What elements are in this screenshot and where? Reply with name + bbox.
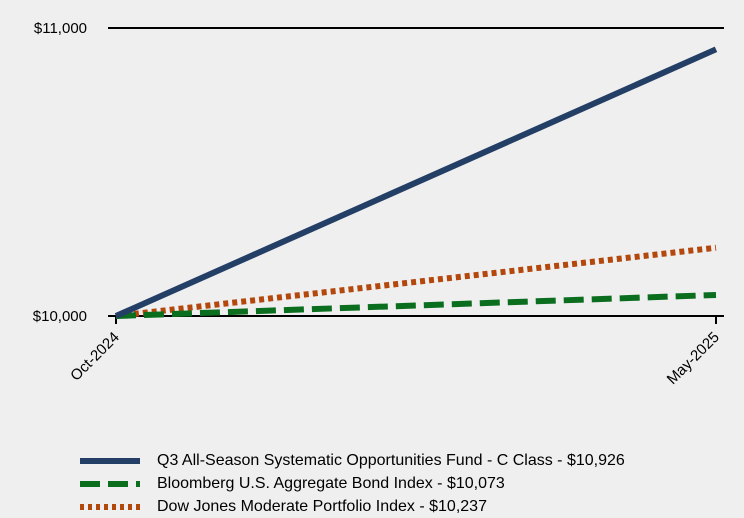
legend-item-bond-index: Bloomberg U.S. Aggregate Bond Index - $1… bbox=[80, 472, 625, 495]
series-line-2 bbox=[115, 244, 717, 319]
legend-label-fund: Q3 All-Season Systematic Opportunities F… bbox=[157, 451, 625, 469]
legend-swatch-bond-index bbox=[80, 480, 140, 487]
series-line-0 bbox=[114, 46, 718, 319]
x-tick-label-1: May-2025 bbox=[664, 329, 723, 388]
axes: $10,000 $11,000 Oct-2024 May-2025 bbox=[33, 20, 724, 388]
legend-item-fund: Q3 All-Season Systematic Opportunities F… bbox=[80, 449, 625, 472]
legend-label-moderate-index: Dow Jones Moderate Portfolio Index - $10… bbox=[157, 497, 487, 515]
legend: Q3 All-Season Systematic Opportunities F… bbox=[80, 449, 625, 518]
y-tick-label-1: $11,000 bbox=[34, 20, 87, 37]
legend-swatch-moderate-index bbox=[80, 503, 140, 510]
legend-swatch-fund bbox=[80, 457, 140, 464]
series-layer bbox=[114, 46, 718, 319]
y-tick-label-0: $10,000 bbox=[33, 308, 87, 325]
x-tick-label-0: Oct-2024 bbox=[67, 329, 123, 385]
series-line-1 bbox=[115, 291, 717, 319]
legend-label-bond-index: Bloomberg U.S. Aggregate Bond Index - $1… bbox=[157, 474, 505, 492]
legend-item-moderate-index: Dow Jones Moderate Portfolio Index - $10… bbox=[80, 495, 625, 518]
